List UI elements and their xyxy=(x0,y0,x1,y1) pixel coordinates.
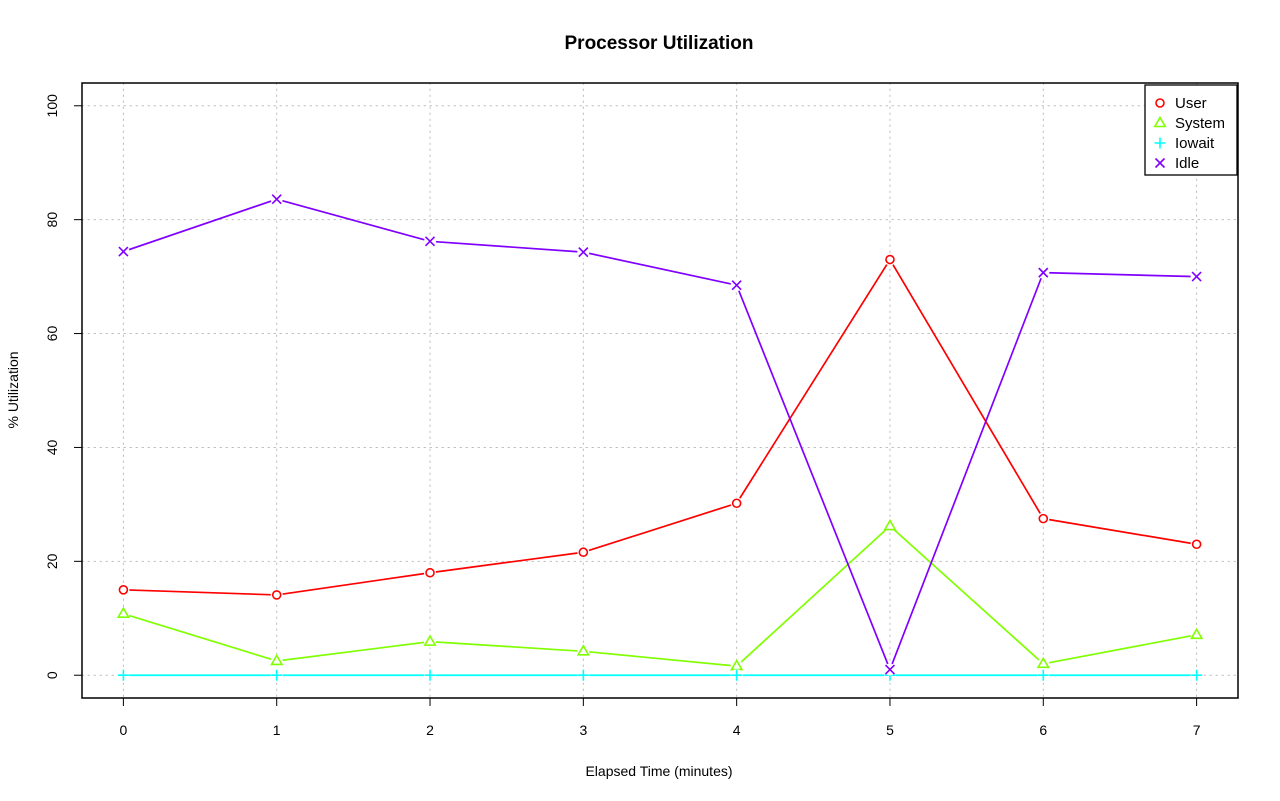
data-point-idle xyxy=(1191,271,1202,282)
series-idle xyxy=(117,193,1203,676)
data-point-iowait xyxy=(271,669,283,681)
data-point-idle xyxy=(1038,267,1049,278)
legend-item-user: User xyxy=(1155,95,1207,112)
data-point-iowait xyxy=(1037,669,1049,681)
x-tick-label: 7 xyxy=(1193,722,1201,738)
legend-item-iowait: Iowait xyxy=(1154,135,1215,152)
x-tick-label: 4 xyxy=(733,722,741,738)
series-iowait xyxy=(117,669,1203,682)
x-tick-label: 3 xyxy=(579,722,587,738)
legend-symbol-user xyxy=(1155,98,1165,108)
y-tick-label: 40 xyxy=(44,439,60,455)
x-tick-label: 5 xyxy=(886,722,894,738)
data-point-system xyxy=(270,653,284,666)
data-point-user xyxy=(1191,539,1202,550)
y-axis: 0 20 40 60 80 100 xyxy=(44,94,83,679)
legend-label-system: System xyxy=(1175,115,1225,132)
plot-frame xyxy=(81,82,1239,699)
y-axis-label: % Utilization xyxy=(5,351,21,428)
y-tick-label: 0 xyxy=(44,671,60,679)
data-point-iowait xyxy=(577,669,589,681)
x-tick-label: 1 xyxy=(273,722,281,738)
series-user xyxy=(117,253,1203,601)
series-line-system xyxy=(123,525,1197,667)
legend: User System Iowait Idle xyxy=(1144,84,1238,176)
data-point-user xyxy=(731,498,742,509)
y-tick-label: 20 xyxy=(44,553,60,569)
y-tick-label: 60 xyxy=(44,326,60,342)
data-point-idle xyxy=(884,664,896,675)
data-point-system xyxy=(1190,627,1204,640)
data-point-system xyxy=(116,606,130,619)
y-tick-label: 100 xyxy=(44,94,60,118)
legend-symbol-iowait xyxy=(1154,137,1166,149)
x-axis: 0 1 2 3 4 5 6 7 xyxy=(119,697,1201,738)
data-point-user xyxy=(271,590,282,600)
data-point-iowait xyxy=(731,669,743,681)
data-point-user xyxy=(118,585,129,595)
legend-label-user: User xyxy=(1175,95,1207,112)
data-point-system xyxy=(423,634,437,646)
data-point-iowait xyxy=(424,669,436,681)
x-axis-label: Elapsed Time (minutes) xyxy=(585,763,732,779)
series-layer xyxy=(116,193,1204,682)
y-tick-label: 80 xyxy=(44,212,60,228)
data-point-user xyxy=(425,567,435,578)
x-tick-label: 0 xyxy=(119,722,127,738)
legend-label-idle: Idle xyxy=(1175,155,1199,172)
legend-item-idle: Idle xyxy=(1154,155,1199,172)
data-point-idle xyxy=(578,247,589,258)
data-point-user xyxy=(1038,513,1049,524)
x-tick-label: 6 xyxy=(1039,722,1047,738)
data-point-system xyxy=(1036,656,1050,669)
data-point-idle xyxy=(424,236,436,247)
legend-item-system: System xyxy=(1153,115,1225,132)
legend-label-iowait: Iowait xyxy=(1175,135,1215,152)
data-point-idle xyxy=(118,246,129,257)
data-point-idle xyxy=(271,194,282,205)
legend-symbol-system xyxy=(1153,115,1167,128)
series-line-user xyxy=(123,258,1197,596)
chart-title: Processor Utilization xyxy=(565,33,754,54)
data-point-iowait xyxy=(1191,669,1203,681)
data-point-user xyxy=(885,254,895,265)
grid xyxy=(81,82,1239,699)
data-point-system xyxy=(576,644,590,656)
data-point-idle xyxy=(731,280,742,291)
data-point-system xyxy=(883,518,897,531)
series-system xyxy=(116,518,1204,673)
series-line-idle xyxy=(123,198,1197,671)
data-point-iowait xyxy=(117,669,129,681)
legend-symbol-idle xyxy=(1154,157,1166,169)
x-tick-label: 2 xyxy=(426,722,434,738)
legend-box xyxy=(1144,84,1238,176)
data-point-user xyxy=(578,547,589,558)
